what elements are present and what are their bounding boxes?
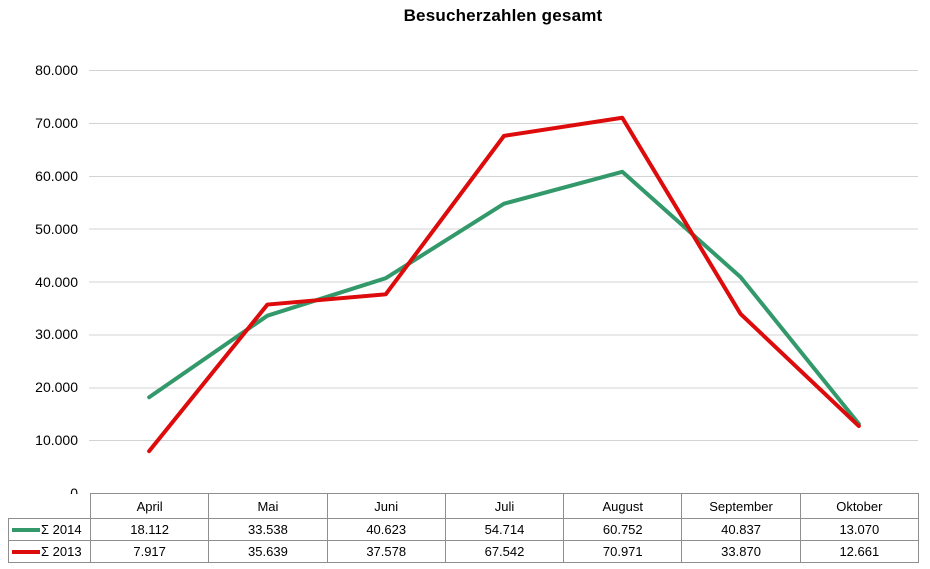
- legend-cell: Σ 2014: [8, 518, 91, 541]
- table-body: April Mai Juni Juli August September Oktober Σ …: [8, 493, 919, 563]
- legend-label: Σ 2013: [41, 544, 82, 559]
- month-header-oktober: Oktober: [799, 493, 919, 519]
- value-cell: 33.538: [208, 518, 328, 541]
- y-tick-label: 30.000: [35, 326, 78, 343]
- value-cell: 60.752: [563, 518, 683, 541]
- month-header-juni: Juni: [326, 493, 446, 519]
- table-row-σ-2014: Σ 2014 18.112 33.538 40.623 54.714 60.752 40.8…: [8, 518, 919, 541]
- y-tick-label: 10.000: [35, 432, 78, 449]
- month-header-april: April: [89, 493, 210, 519]
- y-tick-label: 60.000: [35, 167, 78, 184]
- legend-label: Σ 2014: [41, 522, 82, 537]
- y-tick-label: 40.000: [35, 273, 78, 290]
- month-header-august: August: [563, 493, 683, 519]
- value-cell: 37.578: [326, 540, 446, 563]
- value-cell: 70.971: [563, 540, 683, 563]
- table-row-σ-2013: Σ 2013 7.917 35.639 37.578 67.542 70.971 33.87…: [8, 540, 919, 563]
- month-header-mai: Mai: [208, 493, 328, 519]
- y-tick-label: 50.000: [35, 220, 78, 237]
- value-cell: 12.661: [799, 540, 919, 563]
- y-tick-label: 80.000: [35, 62, 78, 78]
- value-cell: 18.112: [89, 518, 210, 541]
- y-tick-label: 20.000: [35, 379, 78, 396]
- value-cell: 35.639: [208, 540, 328, 563]
- legend-line-icon: [12, 549, 40, 554]
- y-tick-label: 70.000: [35, 114, 78, 131]
- series-line-σ-2013: [147, 115, 861, 454]
- value-cell: 54.714: [444, 518, 565, 541]
- value-cell: 67.542: [444, 540, 565, 563]
- value-cell: 40.837: [681, 518, 801, 541]
- data-table: April Mai Juni Juli August September Oktober Σ …: [8, 493, 919, 563]
- legend-line-icon: [12, 527, 40, 532]
- month-header-september: September: [681, 493, 801, 519]
- legend-cell: Σ 2013: [8, 540, 91, 563]
- chart-title: Besucherzahlen gesamt: [403, 6, 603, 25]
- legend-key: Σ 2013: [10, 544, 90, 559]
- value-cell: 7.917: [89, 540, 210, 563]
- table-corner-spacer: [8, 493, 91, 519]
- table-header-row: April Mai Juni Juli August September Oktober: [8, 493, 919, 519]
- value-cell: 13.070: [799, 518, 919, 541]
- y-tick-label: 0: [0, 484, 78, 502]
- value-cell: 40.623: [326, 518, 446, 541]
- series-line-σ-2014: [147, 169, 861, 426]
- month-header-juli: Juli: [444, 493, 565, 519]
- legend-key: Σ 2014: [10, 522, 90, 537]
- value-cell: 33.870: [681, 540, 801, 563]
